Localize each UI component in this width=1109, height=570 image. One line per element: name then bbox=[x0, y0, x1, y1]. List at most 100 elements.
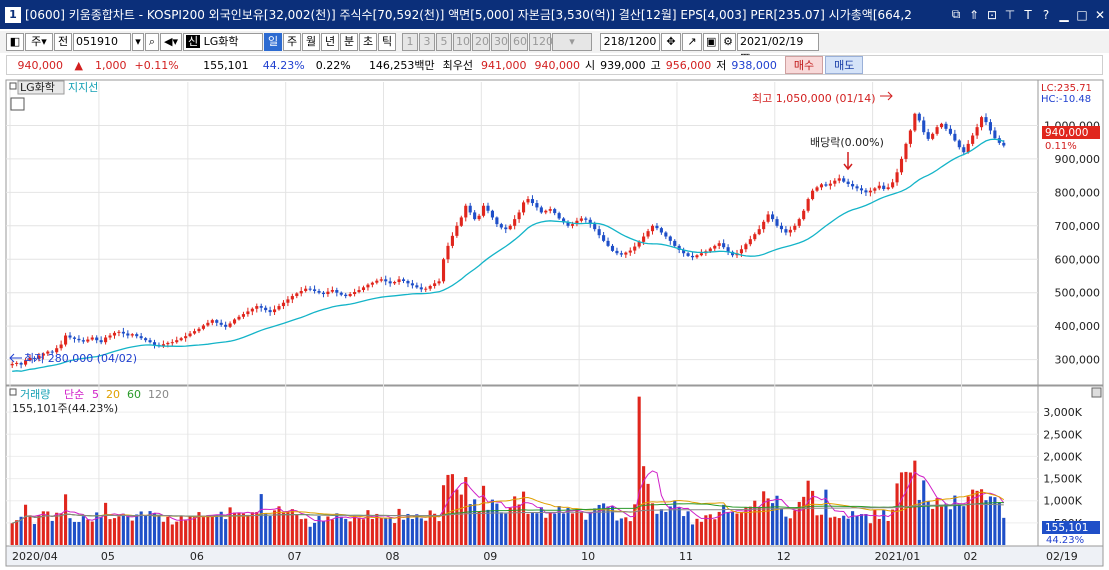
candle-body bbox=[971, 135, 975, 144]
maximize-icon[interactable]: □ bbox=[1076, 7, 1088, 22]
candle-body bbox=[624, 252, 628, 255]
volume-bar bbox=[562, 513, 566, 545]
period-week-tab[interactable]: 주 bbox=[283, 33, 301, 51]
volume-panel-menu-icon[interactable] bbox=[9, 388, 17, 396]
sell-button[interactable]: 매도 bbox=[825, 56, 864, 74]
volume-bar bbox=[713, 519, 717, 545]
volume-tick-label: 2,500K bbox=[1043, 428, 1082, 441]
restore-group-icon[interactable]: ⊡ bbox=[986, 7, 998, 22]
volume-bar bbox=[726, 511, 730, 545]
volume-bar bbox=[931, 508, 935, 545]
candle-body bbox=[326, 291, 330, 295]
stock-name-field[interactable]: 신 LG화학 bbox=[183, 33, 263, 51]
volume-bar bbox=[152, 513, 157, 545]
candle-body bbox=[557, 213, 561, 219]
volume-bar bbox=[428, 510, 432, 545]
volume-bar bbox=[606, 506, 610, 545]
volume-bar bbox=[246, 514, 250, 545]
minute-step-30[interactable]: 30 bbox=[491, 33, 509, 51]
pin-icon[interactable]: ⇑ bbox=[968, 7, 980, 22]
stock-label-box[interactable] bbox=[17, 80, 65, 95]
candle-body bbox=[513, 219, 517, 226]
candle-body bbox=[762, 221, 766, 230]
volume-bar bbox=[864, 514, 868, 545]
candle-body bbox=[55, 348, 59, 353]
candle-body bbox=[579, 218, 583, 221]
period-year-tab[interactable]: 년 bbox=[321, 33, 339, 51]
help-icon[interactable]: ? bbox=[1042, 7, 1050, 22]
period-second-tab[interactable]: 초 bbox=[359, 33, 377, 51]
grid-toggle-icon[interactable] bbox=[10, 97, 25, 111]
prev-button[interactable]: 전 bbox=[54, 33, 72, 51]
minute-step-20[interactable]: 20 bbox=[472, 33, 490, 51]
minute-step-5[interactable]: 5 bbox=[436, 33, 452, 51]
candle-body bbox=[797, 219, 801, 226]
code-dropdown-icon[interactable]: ▾ bbox=[132, 33, 144, 51]
window-title: [0600] 키움종합차트 - KOSPI200 외국인보유[32,002(천)… bbox=[25, 8, 912, 22]
candle-body bbox=[530, 199, 535, 204]
volume-bar bbox=[668, 506, 672, 545]
period-month-tab[interactable]: 월 bbox=[302, 33, 320, 51]
volume-bar bbox=[619, 518, 623, 545]
candle-body bbox=[313, 289, 317, 292]
buy-button[interactable]: 매수 bbox=[784, 56, 824, 74]
period-tick-tab[interactable]: 틱 bbox=[378, 33, 396, 51]
volume-panel-close-icon[interactable] bbox=[1091, 387, 1102, 398]
period-dropdown[interactable]: 주▾ bbox=[25, 33, 53, 51]
candle-body bbox=[188, 333, 192, 337]
pushpin-icon[interactable]: ⊤ bbox=[1004, 7, 1016, 22]
close-icon[interactable]: ✕ bbox=[1094, 7, 1106, 22]
candle-body bbox=[139, 336, 143, 339]
count-field[interactable]: 218/1200 bbox=[600, 33, 660, 51]
candle-body bbox=[197, 328, 201, 332]
minute-step-1[interactable]: 1 bbox=[402, 33, 418, 51]
custom-step-dropdown[interactable]: ▾ bbox=[552, 33, 592, 51]
candle-body bbox=[931, 133, 935, 139]
candle-body bbox=[526, 199, 530, 203]
candle-body bbox=[895, 172, 899, 183]
search-icon[interactable]: ⌕ bbox=[145, 33, 159, 51]
candle-body bbox=[59, 344, 63, 349]
chart-area[interactable]: 1,000,000900,000800,000700,000600,000500… bbox=[0, 78, 1109, 570]
volume-bar bbox=[975, 490, 979, 545]
volume-bar bbox=[401, 519, 406, 545]
minute-step-120[interactable]: 120 bbox=[529, 33, 553, 51]
candle-body bbox=[210, 320, 214, 323]
volume-bar bbox=[450, 474, 454, 545]
save-icon[interactable]: ▣ bbox=[703, 33, 719, 51]
chart-menu-icon[interactable]: ◧ bbox=[6, 33, 24, 51]
font-icon[interactable]: T bbox=[1024, 7, 1032, 22]
code-input[interactable]: 051910 bbox=[73, 33, 131, 51]
candle-body bbox=[962, 147, 966, 153]
minimize-icon[interactable]: ▁ bbox=[1059, 7, 1069, 22]
drawing-tool-icon[interactable]: ↗ bbox=[682, 33, 702, 51]
period-day-tab[interactable]: 일 bbox=[264, 33, 282, 51]
layout-icon[interactable]: ⧉ bbox=[951, 7, 961, 21]
volume-ma-5: 5 bbox=[92, 388, 99, 401]
minute-step-10[interactable]: 10 bbox=[453, 33, 471, 51]
volume-bar bbox=[201, 517, 205, 545]
candle-body bbox=[935, 127, 939, 134]
volume-bar bbox=[833, 516, 837, 545]
crosshair-icon[interactable]: ✥ bbox=[661, 33, 681, 51]
volume-bars bbox=[10, 396, 1006, 545]
volume-bar bbox=[130, 520, 134, 545]
price-tick-label: 900,000 bbox=[1055, 153, 1101, 166]
candle-body bbox=[508, 225, 512, 230]
volume-bar bbox=[304, 518, 308, 545]
volume-bar bbox=[379, 517, 383, 545]
sound-icon[interactable]: ◀▾ bbox=[160, 33, 182, 51]
candle-body bbox=[877, 185, 881, 189]
date-axis bbox=[5, 545, 1104, 567]
minute-step-3[interactable]: 3 bbox=[419, 33, 435, 51]
candle-body bbox=[957, 140, 961, 148]
volume-bar bbox=[802, 496, 806, 545]
turnover-ratio: 0.22% bbox=[315, 58, 351, 72]
volume-bar bbox=[535, 513, 539, 545]
period-minute-tab[interactable]: 분 bbox=[340, 33, 358, 51]
settings-gear-icon[interactable]: ⚙ bbox=[720, 33, 736, 51]
volume-bar bbox=[708, 514, 712, 545]
panel-menu-icon[interactable] bbox=[9, 82, 17, 90]
date-field[interactable]: 2021/02/19 ▦ bbox=[737, 33, 819, 64]
minute-step-60[interactable]: 60 bbox=[510, 33, 528, 51]
